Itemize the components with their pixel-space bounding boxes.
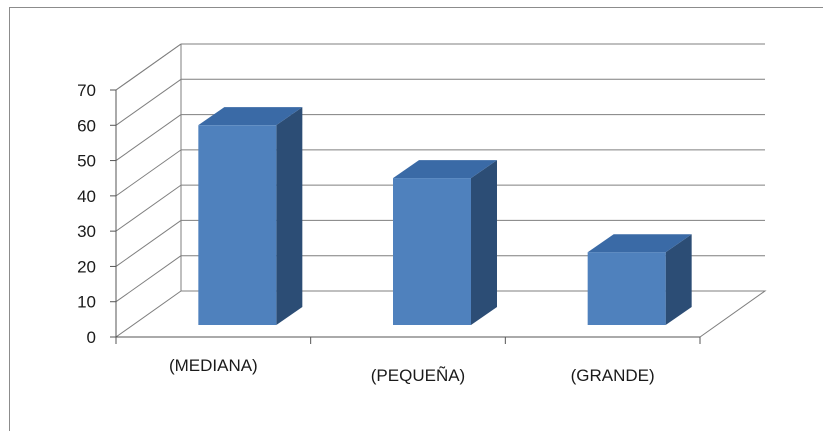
x-tick-label: (MEDIANA) xyxy=(169,356,258,375)
bar-2 xyxy=(393,160,497,325)
gridline-diagonal xyxy=(115,114,182,161)
gridline-diagonal xyxy=(115,220,182,267)
y-tick-label: 0 xyxy=(87,328,96,347)
bar-top xyxy=(393,160,497,179)
bar-front xyxy=(198,125,277,326)
bar-top xyxy=(198,107,303,126)
gridline-diagonal xyxy=(115,78,182,126)
bar-front xyxy=(393,178,471,325)
bar-side xyxy=(665,234,692,325)
y-tick-label: 70 xyxy=(77,81,96,100)
bar-side xyxy=(276,107,303,326)
y-tick-label: 60 xyxy=(77,116,96,135)
y-tick-labels: 0 10 20 30 40 50 60 70 xyxy=(77,81,96,347)
y-tick-label: 40 xyxy=(77,187,96,206)
x-tick-label: (GRANDE) xyxy=(571,366,655,385)
gridline-diagonal xyxy=(115,43,182,91)
chart-frame xyxy=(9,7,823,431)
bar-side xyxy=(471,160,497,325)
bars xyxy=(198,107,692,326)
bar-1 xyxy=(198,107,303,326)
gridline-diagonal xyxy=(115,184,182,232)
y-tick-label: 30 xyxy=(77,222,96,241)
x-tick-labels: (MEDIANA) (PEQUEÑA) (GRANDE) xyxy=(169,356,655,385)
y-tick-label: 20 xyxy=(77,257,96,276)
x-tick-label: (PEQUEÑA) xyxy=(371,366,465,385)
axes xyxy=(110,89,701,344)
gridline-diagonal xyxy=(115,149,182,197)
y-tick-label: 50 xyxy=(77,152,96,171)
gridline-diagonal xyxy=(115,255,182,303)
bar-top xyxy=(587,234,692,253)
y-tick-label: 10 xyxy=(77,293,96,312)
bar-front xyxy=(587,252,666,325)
bar-3 xyxy=(587,234,692,325)
